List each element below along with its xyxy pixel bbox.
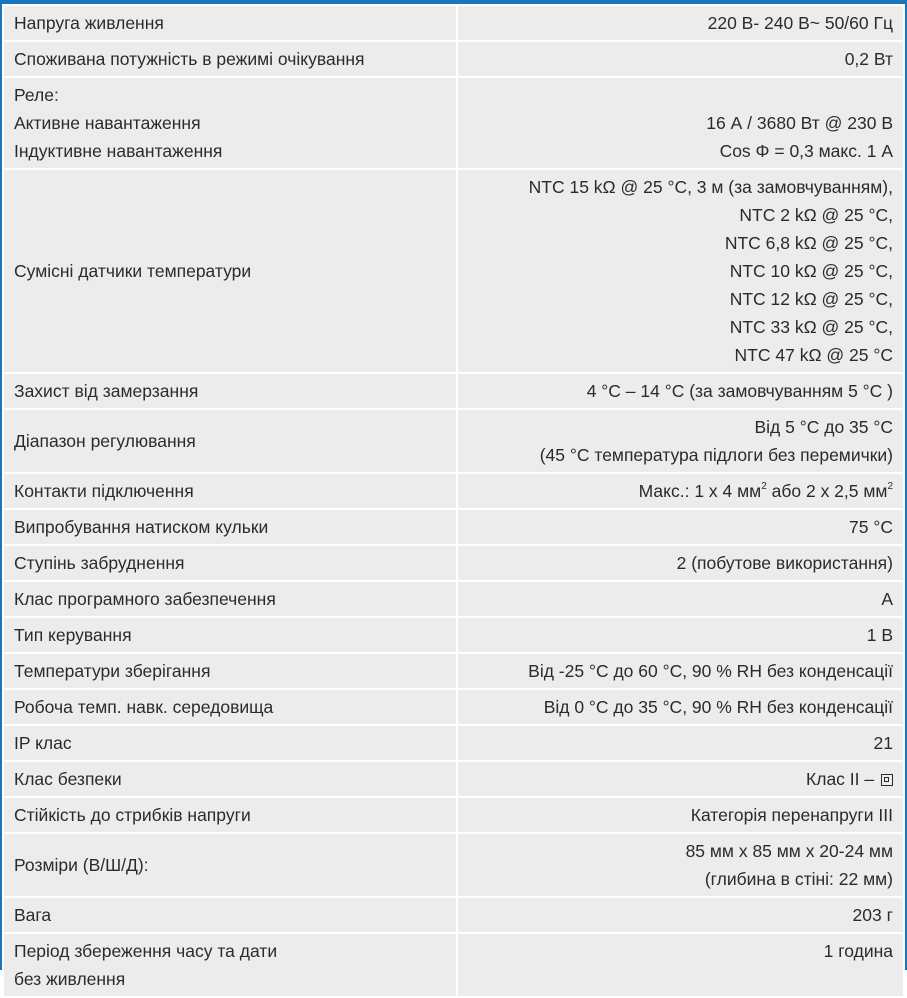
relay-resistive-label: Активне навантаження: [14, 113, 201, 133]
row-value: Категорія перенапруги III: [456, 796, 905, 834]
row-label: Сумісні датчики температури: [2, 168, 458, 374]
table-row-weight: Вага 203 г: [2, 896, 905, 934]
row-value: 85 мм x 85 мм x 20-24 мм (глибина в стін…: [456, 832, 905, 898]
table-row-ambient-temp: Робоча темп. навк. середовища Від 0 °C д…: [2, 688, 905, 726]
row-label: Випробування натиском кульки: [2, 508, 458, 546]
row-value: 1 B: [456, 616, 905, 654]
sensor-line: NTC 10 kΩ @ 25 °C,: [729, 261, 893, 281]
row-label: Клас програмного забезпечення: [2, 580, 458, 618]
row-value: 220 В- 240 В~ 50/60 Гц: [456, 4, 905, 42]
row-value: A: [456, 580, 905, 618]
row-label: IP клас: [2, 724, 458, 762]
table-row-relay: Реле: Активне навантаження Індуктивне на…: [2, 76, 905, 170]
row-label: Контакти підключення: [2, 472, 458, 510]
row-value: 203 г: [456, 896, 905, 934]
row-label: Захист від замерзання: [2, 372, 458, 410]
table-row-ip-class: IP клас 21: [2, 724, 905, 762]
sensor-line: NTC 15 kΩ @ 25 °C, 3 м (за замовчуванням…: [528, 177, 893, 197]
row-label: Напруга живлення: [2, 4, 458, 42]
table-row-safety-class: Клас безпеки Клас II –: [2, 760, 905, 798]
value-text: або 2 x 2,5 мм: [766, 481, 888, 501]
sensor-line: NTC 2 kΩ @ 25 °C,: [739, 205, 893, 225]
table-row-software-class: Клас програмного забезпечення A: [2, 580, 905, 618]
value-text: Клас II –: [806, 769, 875, 789]
row-value: Від -25 °C до 60 °C, 90 % RH без конденс…: [456, 652, 905, 690]
table-row-standby-power: Споживана потужність в режимі очікування…: [2, 40, 905, 78]
table-row-frost-protection: Захист від замерзання 4 °C – 14 °C (за з…: [2, 372, 905, 410]
row-value: 4 °C – 14 °C (за замовчуванням 5 °C ): [456, 372, 905, 410]
table-row-time-retention: Період збереження часу та дати без живле…: [2, 932, 905, 998]
table-row-terminals: Контакти підключення Макс.: 1 x 4 мм2 аб…: [2, 472, 905, 510]
table-row-ball-pressure: Випробування натиском кульки 75 °C: [2, 508, 905, 546]
sensor-line: NTC 6,8 kΩ @ 25 °C,: [724, 233, 893, 253]
row-label: Споживана потужність в режимі очікування: [2, 40, 458, 78]
row-label: Реле: Активне навантаження Індуктивне на…: [2, 76, 458, 170]
row-value: Від 5 °C до 35 °C (45 °C температура під…: [456, 408, 905, 474]
row-value: NTC 15 kΩ @ 25 °C, 3 м (за замовчуванням…: [456, 168, 905, 374]
row-label: Клас безпеки: [2, 760, 458, 798]
value-line: Від 5 °C до 35 °C: [754, 417, 894, 437]
sensor-line: NTC 47 kΩ @ 25 °C: [734, 345, 893, 365]
row-value: 2 (побутове використання): [456, 544, 905, 582]
label-line: без живлення: [14, 969, 126, 989]
row-label: Робоча темп. навк. середовища: [2, 688, 458, 726]
row-label: Температури зберігання: [2, 652, 458, 690]
sensor-line: NTC 33 kΩ @ 25 °C,: [729, 317, 893, 337]
row-label: Стійкість до стрибків напруги: [2, 796, 458, 834]
relay-heading: Реле:: [14, 85, 59, 105]
value-line: 85 мм x 85 мм x 20-24 мм: [685, 841, 893, 861]
row-value: Клас II –: [456, 760, 905, 798]
top-accent-bar: [0, 0, 907, 5]
table-row-surge-resistance: Стійкість до стрибків напруги Категорія …: [2, 796, 905, 834]
table-row-control-range: Діапазон регулювання Від 5 °C до 35 °C (…: [2, 408, 905, 474]
row-label: Вага: [2, 896, 458, 934]
relay-inductive-value: Cos Φ = 0,3 макс. 1 А: [719, 141, 893, 161]
row-value: 21: [456, 724, 905, 762]
superscript: 2: [761, 481, 767, 493]
table-row-supply-voltage: Напруга живлення 220 В- 240 В~ 50/60 Гц: [2, 4, 905, 42]
table-row-dimensions: Розміри (В/Ш/Д): 85 мм x 85 мм x 20-24 м…: [2, 832, 905, 898]
table-row-pollution-degree: Ступінь забруднення 2 (побутове використ…: [2, 544, 905, 582]
relay-resistive-value: 16 А / 3680 Вт @ 230 В: [706, 113, 893, 133]
row-value: Макс.: 1 x 4 мм2 або 2 x 2,5 мм2: [456, 472, 905, 510]
row-value: 1 година: [456, 932, 905, 998]
row-label: Тип керування: [2, 616, 458, 654]
value-text: Макс.: 1 x 4 мм: [638, 481, 762, 501]
label-line: Період збереження часу та дати: [14, 941, 278, 961]
row-value: 75 °C: [456, 508, 905, 546]
table-row-storage-temp: Температури зберігання Від -25 °C до 60 …: [2, 652, 905, 690]
row-value: Від 0 °C до 35 °C, 90 % RH без конденсац…: [456, 688, 905, 726]
superscript: 2: [887, 481, 893, 493]
row-label: Діапазон регулювання: [2, 408, 458, 474]
specifications-table: Напруга живлення 220 В- 240 В~ 50/60 Гц …: [2, 4, 905, 998]
row-value: 0,2 Вт: [456, 40, 905, 78]
row-value: 16 А / 3680 Вт @ 230 В Cos Φ = 0,3 макс.…: [456, 76, 905, 170]
value-line: (45 °C температура підлоги без перемички…: [539, 445, 893, 465]
row-label: Розміри (В/Ш/Д):: [2, 832, 458, 898]
relay-inductive-label: Індуктивне навантаження: [14, 141, 223, 161]
row-label: Період збереження часу та дати без живле…: [2, 932, 458, 998]
table-row-control-type: Тип керування 1 B: [2, 616, 905, 654]
value-line: (глибина в стіні: 22 мм): [704, 869, 893, 889]
class-ii-double-square-icon: [881, 774, 893, 786]
sensor-line: NTC 12 kΩ @ 25 °C,: [729, 289, 893, 309]
row-label: Ступінь забруднення: [2, 544, 458, 582]
table-row-sensors: Сумісні датчики температури NTC 15 kΩ @ …: [2, 168, 905, 374]
